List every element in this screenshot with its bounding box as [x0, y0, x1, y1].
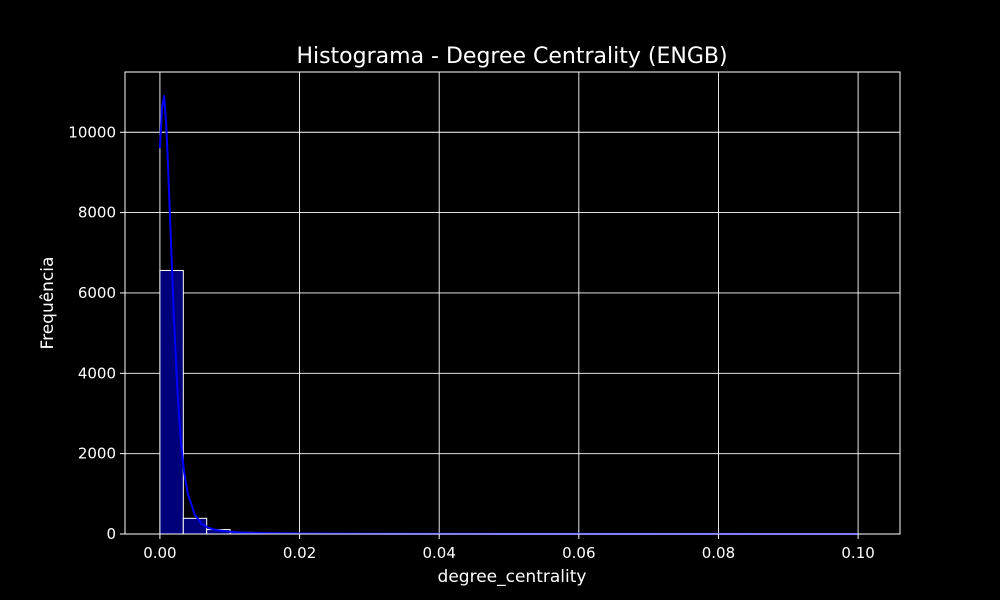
y-tick-label: 8000 — [78, 204, 116, 222]
x-axis-label: degree_centrality — [438, 567, 587, 587]
y-tick-label: 4000 — [78, 364, 116, 382]
x-tick-label: 0.04 — [422, 544, 455, 562]
y-tick-label: 2000 — [78, 445, 116, 463]
plot-frame — [124, 71, 901, 535]
ticks-layer: 0.00 0.02 0.04 0.06 0.08 0.10 0 2000 4000 6000 800… — [68, 123, 875, 562]
histogram-bar — [159, 269, 184, 535]
x-tick-label: 0.08 — [702, 544, 735, 562]
x-tick-label: 0.00 — [143, 544, 176, 562]
y-tick-label: 10000 — [68, 123, 116, 141]
x-tick-label: 0.06 — [562, 544, 595, 562]
y-axis-label: Frequência — [38, 257, 58, 350]
y-tick-label: 0 — [106, 525, 116, 543]
chart-title: Histograma - Degree Centrality (ENGB) — [296, 44, 727, 69]
x-tick-label: 0.02 — [283, 544, 316, 562]
histogram-bar — [182, 517, 208, 535]
x-tick-label: 0.10 — [841, 544, 874, 562]
y-tick-label: 6000 — [78, 284, 116, 302]
